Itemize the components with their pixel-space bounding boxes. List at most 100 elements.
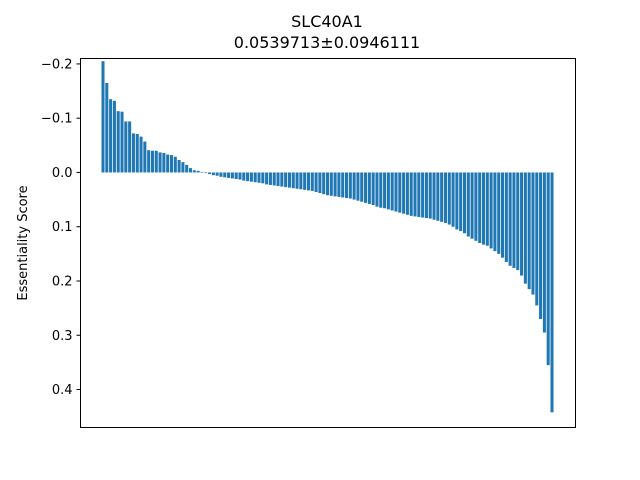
- bar: [345, 172, 349, 198]
- chart-subtitle: 0.0539713±0.0946111: [234, 33, 420, 52]
- bar: [169, 155, 174, 173]
- bar: [402, 172, 406, 214]
- bar: [227, 172, 231, 178]
- bar: [284, 172, 288, 188]
- bar: [428, 172, 432, 219]
- bar: [394, 172, 398, 212]
- bar: [325, 172, 330, 196]
- y-tick-label: 0.2: [52, 274, 73, 289]
- bar: [200, 171, 204, 173]
- bar: [219, 172, 223, 177]
- y-tick-label: −0.2: [41, 57, 73, 72]
- bar: [242, 172, 246, 181]
- bar: [257, 172, 261, 183]
- bar: [272, 172, 276, 186]
- bar: [383, 172, 387, 209]
- bar: [238, 172, 242, 180]
- bar: [516, 172, 520, 271]
- bar: [424, 172, 428, 219]
- bar: [451, 172, 455, 227]
- bar: [147, 150, 151, 173]
- bar: [413, 172, 417, 217]
- bar: [196, 170, 200, 173]
- bar: [112, 100, 116, 173]
- bar: [299, 172, 303, 190]
- bar: [192, 170, 196, 173]
- bar: [493, 172, 497, 252]
- bar: [455, 172, 459, 230]
- bar: [512, 172, 516, 268]
- chart-title: SLC40A1: [291, 12, 363, 31]
- bar: [253, 172, 257, 183]
- bar: [481, 172, 486, 245]
- bar: [249, 172, 253, 182]
- bar: [352, 172, 356, 200]
- bar: [497, 172, 501, 254]
- bar: [371, 172, 375, 206]
- bar: [375, 172, 379, 207]
- bar: [405, 172, 409, 215]
- bar: [329, 172, 333, 196]
- bar: [409, 172, 413, 216]
- bar: [261, 172, 265, 184]
- bar: [459, 172, 463, 232]
- bar: [462, 172, 466, 234]
- bar: [154, 150, 158, 173]
- bar: [211, 172, 215, 176]
- bar: [135, 133, 139, 173]
- y-tick-label: 0.1: [52, 220, 73, 235]
- bar: [520, 172, 524, 276]
- bar: [188, 168, 193, 173]
- bar: [485, 172, 489, 246]
- bar: [440, 172, 444, 222]
- bar: [181, 162, 185, 173]
- bar: [432, 172, 436, 220]
- bar: [364, 172, 368, 203]
- bar: [356, 172, 360, 201]
- bar: [158, 152, 162, 173]
- y-axis-label: Essentiality Score: [16, 185, 31, 300]
- bar: [185, 164, 189, 173]
- bar: [265, 172, 269, 185]
- bar: [489, 172, 493, 249]
- bar: [143, 141, 147, 173]
- bar: [276, 172, 280, 187]
- bar: [539, 172, 543, 319]
- bar: [478, 172, 482, 243]
- bar: [139, 136, 143, 173]
- bar: [546, 172, 550, 366]
- bar: [246, 172, 250, 182]
- bar: [223, 172, 227, 178]
- y-tick-label: 0.0: [52, 166, 73, 181]
- bar: [208, 172, 212, 175]
- bar: [150, 150, 154, 173]
- bar: [474, 172, 478, 241]
- bar: [341, 172, 345, 198]
- bar: [386, 172, 390, 210]
- bar: [421, 172, 425, 218]
- bar: [105, 82, 109, 173]
- bar: [443, 172, 447, 223]
- bar: [504, 172, 508, 262]
- plot-frame: [80, 58, 576, 428]
- bar: [527, 172, 531, 290]
- bar: [531, 172, 535, 295]
- y-tick-label: 0.4: [52, 383, 73, 398]
- bar: [436, 172, 440, 221]
- bar: [322, 172, 326, 195]
- bar: [367, 172, 371, 204]
- bar: [173, 156, 177, 173]
- bar: [466, 172, 470, 237]
- bar: [303, 172, 307, 190]
- bar-series: [101, 61, 554, 413]
- bar: [348, 172, 352, 199]
- bar: [447, 172, 451, 225]
- bar: [398, 172, 402, 213]
- bar: [295, 172, 299, 189]
- bar: [287, 172, 291, 188]
- bar: [131, 133, 135, 173]
- bar: [379, 172, 383, 208]
- bar: [360, 172, 364, 202]
- bar: [310, 172, 314, 191]
